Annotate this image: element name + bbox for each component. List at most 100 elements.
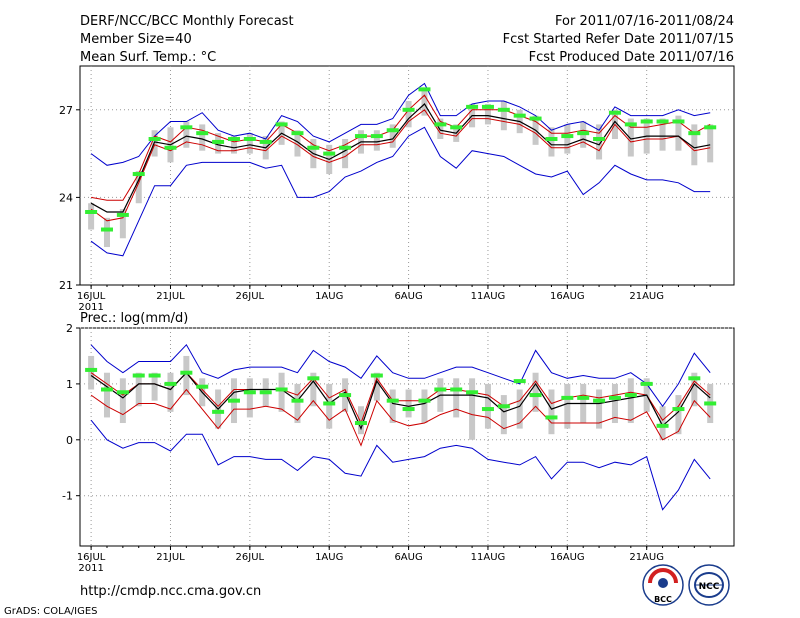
prec-marker [624, 393, 637, 398]
temp-marker [243, 137, 256, 141]
temp-marker [100, 227, 113, 232]
member-size: Member Size=40 [80, 32, 192, 47]
prec-spread-box [421, 389, 428, 424]
temp-lower-line [90, 109, 711, 222]
prec-marker [513, 379, 526, 384]
prec-xtick-label: 16JUL [77, 552, 106, 563]
temp-spread-box [119, 209, 126, 239]
prec-marker [608, 395, 621, 400]
prec-upper-line [90, 371, 711, 425]
temp-spread-box [500, 101, 507, 131]
temperature-panel: 16JUL 21JUL 26JUL 1AUG 6AUG 11AUG 16AUG 21AUG 20… [59, 65, 735, 313]
prec-spread-box [516, 389, 523, 429]
prec-spread-box [484, 383, 491, 429]
temp-marker [704, 125, 717, 130]
temp-spread-box [183, 121, 190, 148]
prec-spread-box [246, 378, 253, 418]
forecast-produced: Fcst Produced Date 2011/07/16 [529, 50, 734, 65]
prec-xtick-label: 11AUG [471, 552, 506, 563]
prec-xtick-label: 16AUG [550, 552, 585, 563]
temp-marker [339, 145, 352, 150]
temp-marker [323, 151, 336, 156]
temp-marker [608, 110, 621, 115]
temp-marker [466, 104, 479, 109]
prec-xtick-label: 26JUL [236, 552, 265, 563]
variable-label: Mean Surf. Temp.: °C [80, 50, 216, 65]
temp-spread-box [199, 124, 206, 151]
source-url: http://cmdp.ncc.cma.gov.cn [80, 584, 261, 599]
prec-marker [688, 376, 701, 381]
prec-spread-box [659, 406, 666, 440]
prec-marker [704, 401, 717, 406]
temp-spread-box [627, 118, 634, 157]
prec-spread-box [326, 383, 333, 429]
prec-marker [450, 387, 463, 392]
prec-spread-box [596, 389, 603, 429]
temp-marker [688, 131, 701, 136]
prec-spread-box [167, 372, 174, 412]
prec-marker [212, 409, 225, 414]
prec-marker [402, 407, 415, 412]
temp-spread-box [373, 130, 380, 151]
temp-xtick-label: 21JUL [156, 291, 185, 302]
prec-ytick-label: -1 [62, 490, 73, 503]
prec-marker [307, 376, 320, 381]
temp-marker [354, 134, 367, 139]
temp-spread-box [88, 203, 95, 230]
prec-marker [672, 407, 685, 412]
prec-spread-box [675, 395, 682, 435]
temp-spread-box [596, 124, 603, 160]
figure-title: DERF/NCC/BCC Monthly Forecast [80, 14, 294, 29]
prec-xtick-label: 21JUL [156, 552, 185, 563]
prec-marker [196, 384, 209, 389]
prec-marker [434, 387, 447, 392]
precip-title: Prec.: log(mm/d) [80, 311, 188, 326]
temp-marker [545, 137, 558, 141]
prec-spread-box [532, 372, 539, 412]
temp-ytick-label: 21 [59, 279, 73, 292]
temp-marker [513, 113, 526, 118]
temp-marker [640, 119, 653, 124]
temp-upper-line [91, 94, 711, 201]
temp-marker [561, 134, 574, 139]
prec-spread-box [691, 372, 698, 407]
temp-marker [212, 139, 225, 144]
prec-ytick-label: 2 [66, 322, 73, 335]
prec-marker [323, 401, 336, 406]
prec-spread-box [103, 372, 110, 418]
prec-ytick-label: 1 [66, 378, 73, 391]
temp-xtick-label: 16JUL [77, 291, 106, 302]
temp-spread-box [691, 124, 698, 166]
prec-marker [85, 367, 98, 372]
prec-spread-box [278, 372, 285, 412]
temp-marker [593, 137, 606, 141]
prec-marker [545, 415, 558, 420]
temp-marker [164, 145, 177, 150]
prec-marker [593, 398, 606, 403]
temp-spread-box [405, 101, 412, 128]
prec-marker [497, 404, 510, 409]
prec-spread-box [405, 389, 412, 418]
temp-spread-box [135, 171, 142, 204]
prec-spread-box [119, 378, 126, 424]
prec-spread-box [389, 389, 396, 424]
temp-spread-box [342, 139, 349, 169]
temp-spread-box [659, 118, 666, 151]
prec-spread-box [373, 372, 380, 401]
prec-spread-box [611, 383, 618, 424]
temp-spread-box [675, 115, 682, 151]
temp-spread-box [230, 136, 237, 154]
temp-spread-box [103, 217, 110, 248]
prec-marker [339, 393, 352, 398]
prec-spread-box [183, 355, 190, 396]
temp-ytick-label: 24 [59, 191, 73, 204]
prec-marker [132, 373, 145, 378]
temp-marker [402, 107, 415, 112]
temp-marker [450, 125, 463, 130]
temp-marker [624, 122, 637, 127]
temp-marker [196, 131, 209, 136]
prec-marker [180, 370, 193, 375]
temp-min-line [90, 126, 711, 257]
prec-spread-box [469, 378, 476, 440]
temp-xtick-label: 11AUG [471, 291, 506, 302]
